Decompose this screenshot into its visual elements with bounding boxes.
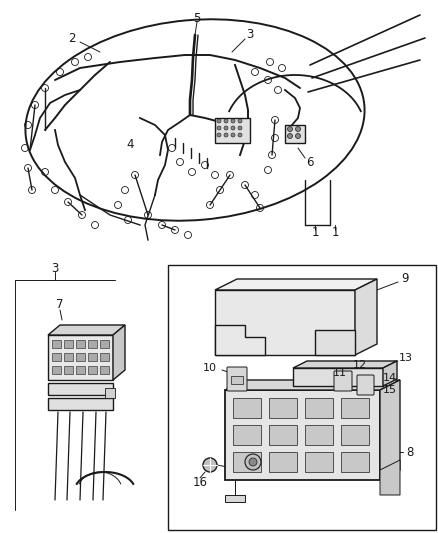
Text: 10: 10: [203, 363, 217, 373]
Bar: [52, 366, 61, 374]
Bar: [341, 425, 369, 445]
Bar: [88, 340, 97, 348]
Circle shape: [203, 458, 217, 472]
Bar: [305, 452, 333, 472]
Bar: [52, 353, 61, 361]
Polygon shape: [355, 279, 377, 355]
Bar: [88, 353, 97, 361]
Polygon shape: [215, 279, 377, 290]
Circle shape: [217, 119, 221, 123]
Text: 3: 3: [51, 262, 59, 274]
Circle shape: [224, 126, 228, 130]
Bar: [64, 340, 73, 348]
Text: 12: 12: [353, 360, 367, 370]
Bar: [76, 366, 85, 374]
Bar: [76, 353, 85, 361]
Text: 8: 8: [406, 446, 413, 458]
Circle shape: [238, 126, 242, 130]
Text: 1: 1: [311, 225, 319, 238]
Bar: [269, 452, 297, 472]
Polygon shape: [48, 325, 125, 335]
Bar: [48, 335, 113, 380]
Bar: [100, 353, 109, 361]
Bar: [305, 425, 333, 445]
Bar: [100, 340, 109, 348]
Bar: [105, 388, 115, 398]
Bar: [76, 340, 85, 348]
Text: 9: 9: [401, 271, 409, 285]
Polygon shape: [380, 380, 400, 480]
Bar: [293, 368, 383, 386]
Circle shape: [296, 133, 300, 139]
Circle shape: [238, 133, 242, 137]
Bar: [88, 366, 97, 374]
Polygon shape: [380, 460, 400, 495]
Polygon shape: [215, 290, 355, 355]
Bar: [100, 366, 109, 374]
Bar: [233, 452, 261, 472]
FancyBboxPatch shape: [357, 375, 374, 395]
Polygon shape: [113, 325, 125, 380]
Polygon shape: [225, 480, 245, 502]
Bar: [52, 340, 61, 348]
Text: 3: 3: [246, 28, 254, 42]
Circle shape: [287, 126, 293, 132]
Circle shape: [296, 126, 300, 132]
Bar: [48, 398, 113, 410]
Bar: [285, 125, 305, 143]
Bar: [48, 383, 113, 395]
Bar: [225, 390, 380, 480]
Circle shape: [224, 119, 228, 123]
Bar: [341, 398, 369, 418]
Text: 11: 11: [333, 368, 347, 378]
Circle shape: [287, 133, 293, 139]
Polygon shape: [383, 361, 397, 386]
Text: 13: 13: [399, 353, 413, 363]
Polygon shape: [293, 361, 397, 368]
Text: 5: 5: [193, 12, 201, 25]
Text: 14: 14: [383, 373, 397, 383]
FancyBboxPatch shape: [227, 367, 247, 391]
Bar: [215, 118, 250, 143]
Text: 4: 4: [126, 139, 134, 151]
Bar: [341, 452, 369, 472]
Circle shape: [231, 126, 235, 130]
Text: 15: 15: [383, 385, 397, 395]
Text: 16: 16: [192, 477, 208, 489]
Bar: [64, 353, 73, 361]
Text: 7: 7: [56, 298, 64, 311]
Bar: [305, 398, 333, 418]
Bar: [168, 265, 436, 530]
Polygon shape: [215, 325, 265, 355]
Circle shape: [231, 119, 235, 123]
Text: 6: 6: [306, 156, 314, 168]
Polygon shape: [225, 380, 400, 390]
Bar: [269, 425, 297, 445]
Bar: [233, 425, 261, 445]
Circle shape: [238, 119, 242, 123]
FancyBboxPatch shape: [334, 371, 352, 391]
Polygon shape: [315, 330, 355, 355]
Circle shape: [217, 126, 221, 130]
Bar: [64, 366, 73, 374]
Bar: [233, 398, 261, 418]
Text: 1: 1: [331, 225, 339, 238]
Circle shape: [224, 133, 228, 137]
Text: 2: 2: [68, 31, 76, 44]
Circle shape: [245, 454, 261, 470]
Bar: [269, 398, 297, 418]
Bar: [231, 376, 243, 384]
Circle shape: [217, 133, 221, 137]
Circle shape: [249, 458, 257, 466]
Circle shape: [231, 133, 235, 137]
